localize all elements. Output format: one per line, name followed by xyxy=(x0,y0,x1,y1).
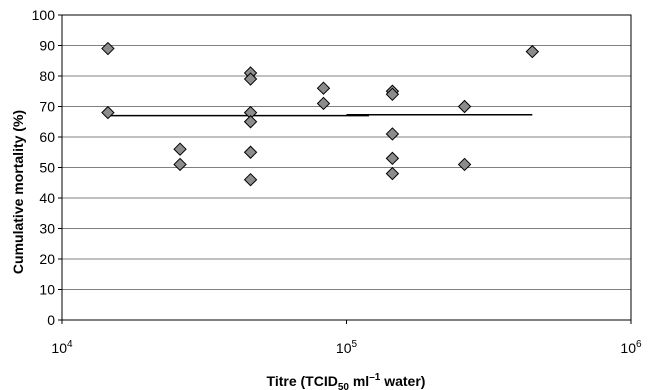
data-point-marker xyxy=(385,166,400,181)
data-point-marker xyxy=(385,87,400,102)
x-tick-base: 10 xyxy=(336,340,352,356)
data-point-marker xyxy=(243,72,258,86)
x-axis-ticks: 104 105 106 xyxy=(51,320,642,356)
y-axis-title: Cumulative mortality (%) xyxy=(10,110,26,274)
trendline xyxy=(107,113,533,117)
data-point-marker xyxy=(385,151,400,166)
data-point-marker xyxy=(525,44,540,59)
data-point-marker xyxy=(101,105,115,120)
y-tick-label: 20 xyxy=(39,251,55,267)
x-tick-label: 106 xyxy=(620,339,642,356)
data-point-marker xyxy=(243,115,258,129)
data-point-marker xyxy=(457,157,472,172)
y-tick-label: 60 xyxy=(39,129,55,145)
y-tick-label: 80 xyxy=(39,68,55,84)
x-tick-exponent: 5 xyxy=(352,339,358,350)
data-points xyxy=(101,41,540,187)
data-point-marker xyxy=(457,99,472,114)
x-axis-title-part: water) xyxy=(380,373,425,389)
y-tick-label: 10 xyxy=(39,282,55,298)
y-axis-ticks: 0 10 20 30 40 50 60 70 80 90 100 xyxy=(32,7,62,328)
y-tick-label: 70 xyxy=(39,99,55,115)
x-tick-exponent: 6 xyxy=(636,339,642,350)
x-tick-label: 105 xyxy=(336,339,358,356)
y-tick-label: 40 xyxy=(39,190,55,206)
x-tick-base: 10 xyxy=(620,340,636,356)
x-tick-exponent: 4 xyxy=(67,339,73,350)
y-tick-label: 90 xyxy=(39,38,55,54)
y-tick-label: 50 xyxy=(39,160,55,176)
x-tick-label: 104 xyxy=(51,339,73,356)
x-axis-title-subscript: 50 xyxy=(338,382,350,390)
x-tick-base: 10 xyxy=(51,340,67,356)
data-point-marker xyxy=(243,172,258,187)
data-point-marker xyxy=(101,41,115,56)
y-tick-label: 30 xyxy=(39,221,55,237)
data-point-marker xyxy=(385,127,400,141)
data-point-marker xyxy=(243,145,258,159)
x-axis-title: Titre (TCID50 ml–1 water) xyxy=(267,372,426,390)
x-axis-title-superscript: –1 xyxy=(369,372,381,383)
data-point-marker xyxy=(316,96,331,111)
data-point-marker xyxy=(316,81,331,95)
y-tick-label: 100 xyxy=(32,7,56,23)
x-axis-title-part: ml xyxy=(349,373,369,389)
data-point-marker xyxy=(173,157,187,172)
y-tick-label: 0 xyxy=(47,312,55,328)
data-point-marker xyxy=(173,142,187,156)
x-axis-title-part: Titre (TCID xyxy=(267,373,338,389)
gridlines xyxy=(62,45,631,290)
